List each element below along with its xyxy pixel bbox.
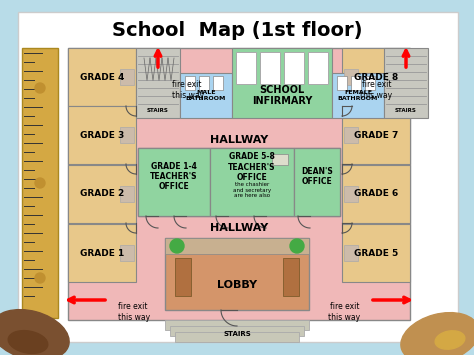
Bar [199, 76, 209, 89]
Text: GRADE 5-8
TEACHER'S
OFFICE: GRADE 5-8 TEACHER'S OFFICE [228, 152, 276, 182]
Bar [210, 148, 294, 216]
Ellipse shape [435, 331, 465, 349]
Circle shape [35, 273, 45, 283]
Text: FEMALE
BATHROOM: FEMALE BATHROOM [338, 90, 378, 101]
Bar [170, 326, 304, 336]
Bar [332, 72, 384, 118]
Text: GRADE 7: GRADE 7 [354, 131, 398, 140]
Bar [22, 48, 58, 318]
Text: GRADE 3: GRADE 3 [80, 131, 124, 140]
Bar [136, 48, 180, 118]
Text: GRADE 1: GRADE 1 [80, 248, 124, 257]
Text: HALLWAY: HALLWAY [210, 135, 268, 145]
Bar [175, 258, 191, 296]
Bar [342, 48, 410, 106]
Bar [165, 320, 309, 330]
Bar [180, 72, 232, 118]
Text: fire exit
this way: fire exit this way [328, 302, 360, 322]
Bar [308, 52, 328, 84]
Text: GRADE 1-4
TEACHER'S
OFFICE: GRADE 1-4 TEACHER'S OFFICE [150, 162, 198, 191]
Text: fire exit
this way: fire exit this way [118, 302, 150, 322]
Bar [344, 127, 358, 143]
Text: GRADE 8: GRADE 8 [354, 72, 398, 82]
Bar [138, 148, 340, 216]
Bar [236, 52, 256, 84]
Bar [365, 76, 375, 89]
Bar [120, 245, 134, 261]
Text: GRADE 2: GRADE 2 [80, 190, 124, 198]
Text: STAIRS: STAIRS [147, 108, 169, 113]
Bar [342, 165, 410, 223]
Text: MALE
BATHROOM: MALE BATHROOM [186, 90, 226, 101]
Text: SCHOOL
INFIRMARY: SCHOOL INFIRMARY [252, 85, 312, 106]
Bar [344, 186, 358, 202]
Bar [272, 154, 288, 165]
Ellipse shape [0, 310, 69, 355]
Bar [68, 48, 136, 106]
Bar [344, 245, 358, 261]
Text: HALLWAY: HALLWAY [210, 223, 268, 233]
Bar [344, 69, 358, 85]
Bar [294, 148, 340, 216]
Text: STAIRS: STAIRS [223, 331, 251, 337]
Bar [165, 238, 309, 254]
Text: GRADE 4: GRADE 4 [80, 72, 124, 82]
Bar [384, 48, 428, 118]
Text: STAIRS: STAIRS [395, 108, 417, 113]
Bar [342, 106, 410, 164]
Bar [175, 332, 299, 342]
Ellipse shape [401, 313, 474, 355]
Circle shape [170, 239, 184, 253]
Text: DEAN'S
OFFICE: DEAN'S OFFICE [301, 167, 333, 186]
Bar [337, 76, 347, 89]
Bar [351, 76, 361, 89]
Bar [213, 76, 223, 89]
Circle shape [290, 239, 304, 253]
Bar [284, 52, 304, 84]
Bar [68, 165, 136, 223]
Bar [232, 48, 332, 118]
Circle shape [35, 83, 45, 93]
Text: fire exit
this way: fire exit this way [172, 80, 204, 100]
Bar [68, 106, 136, 164]
Text: GRADE 6: GRADE 6 [354, 190, 398, 198]
Bar [120, 186, 134, 202]
Text: the chashier
and secretary
are here also: the chashier and secretary are here also [233, 182, 271, 198]
Text: fire exit
this way: fire exit this way [360, 80, 392, 100]
Bar [68, 224, 136, 282]
Bar [68, 48, 410, 320]
Text: LOBBY: LOBBY [217, 280, 257, 290]
Bar [138, 148, 210, 216]
Text: GRADE 5: GRADE 5 [354, 248, 398, 257]
Bar [120, 69, 134, 85]
Bar [185, 76, 195, 89]
Bar [165, 238, 309, 310]
Bar [283, 258, 299, 296]
Ellipse shape [8, 331, 48, 353]
Bar [342, 224, 410, 282]
Bar [260, 52, 280, 84]
Bar [120, 127, 134, 143]
Text: School  Map (1st floor): School Map (1st floor) [112, 21, 362, 39]
Circle shape [35, 178, 45, 188]
